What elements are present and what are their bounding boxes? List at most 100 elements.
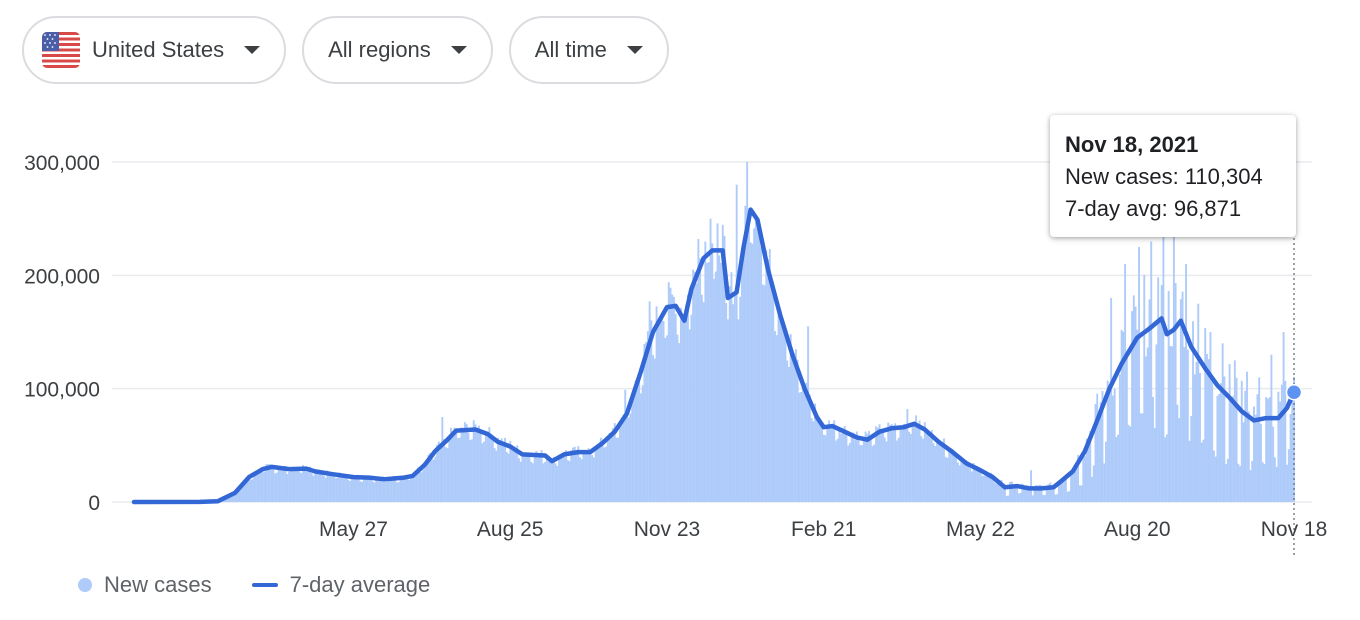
new-cases-bar [841,428,844,502]
region-dropdown[interactable]: All regions [302,16,493,84]
new-cases-bar [774,331,776,502]
new-cases-bar [707,262,710,502]
new-cases-bar [1233,360,1236,502]
new-cases-bar [915,415,918,502]
new-cases-bar [237,490,240,502]
new-cases-bar [1136,329,1139,502]
new-cases-bar [573,446,576,502]
new-cases-bar [392,476,395,502]
new-cases-bar [397,481,400,502]
new-cases-bar [524,454,527,502]
tooltip-average: 7-day avg: 96,871 [1065,196,1242,221]
new-cases-bar [1040,485,1043,502]
new-cases-bar [636,379,639,502]
new-cases-bar [848,443,851,502]
new-cases-bar [683,321,686,502]
new-cases-bar [1251,460,1254,502]
new-cases-bar [667,282,670,502]
new-cases-bar [460,427,463,502]
new-cases-bar [937,444,940,502]
new-cases-bar [584,452,587,502]
new-cases-bar [746,162,749,502]
new-cases-bar [354,477,357,502]
new-cases-bar [747,225,750,502]
new-cases-bar [1211,374,1214,502]
new-cases-bar [1003,486,1006,502]
new-cases-bar [554,463,557,502]
new-cases-bar [1035,484,1038,502]
new-cases-bar [1113,388,1116,502]
new-cases-bar [990,472,992,502]
new-cases-bar [1033,488,1036,502]
new-cases-bar [244,480,247,502]
new-cases-bar [1017,493,1020,502]
new-cases-bar [474,424,477,502]
new-cases-bar [1172,230,1175,502]
new-cases-bar [801,379,804,502]
x-tick-label: May 22 [946,518,1015,541]
new-cases-bar [939,444,942,502]
new-cases-bar [289,470,292,502]
new-cases-bar [382,476,385,502]
new-cases-bar [1230,396,1233,502]
new-cases-bar [836,438,839,502]
new-cases-bar [1096,393,1099,502]
new-cases-bar [751,243,754,502]
new-cases-bar [1178,418,1181,502]
new-cases-bar [1280,384,1283,502]
new-cases-bar [631,393,634,502]
country-dropdown[interactable]: United States [22,16,287,84]
new-cases-bar [1132,295,1135,502]
country-label: United States [92,37,225,62]
new-cases-bar [824,435,827,502]
new-cases-bar [1207,359,1210,502]
new-cases-bar [775,335,778,502]
new-cases-bar [578,457,581,502]
new-cases-bar [356,474,358,502]
new-cases-bar [700,294,703,502]
time-range-dropdown[interactable]: All time [508,16,669,84]
y-tick-label: 300,000 [24,152,100,175]
new-cases-bar [509,440,512,502]
new-cases-bar [387,479,390,502]
new-cases-bar [242,482,245,502]
new-cases-bar [936,443,938,502]
new-cases-bar [383,481,386,502]
new-cases-bar [420,472,423,502]
new-cases-bar [423,461,426,502]
new-cases-bar [230,494,233,502]
new-cases-bar [380,478,383,502]
new-cases-bar [1190,415,1193,502]
new-cases-bar [232,493,235,502]
new-cases-bar [542,463,545,502]
new-cases-bar [786,360,789,502]
tooltip-date: Nov 18, 2021 [1065,132,1199,157]
new-cases-bar [1225,464,1228,502]
new-cases-bar [845,432,848,502]
new-cases-bar [547,457,550,502]
new-cases-bar [916,426,919,502]
new-cases-bar [643,343,646,502]
new-cases-bar [1158,321,1161,502]
new-cases-bar [408,479,411,502]
new-cases-bar [448,440,451,502]
new-cases-bar [953,454,956,502]
new-cases-bar [556,466,559,502]
new-cases-bar [1124,264,1127,502]
x-tick-label: Aug 20 [1104,518,1171,541]
new-cases-bar [1104,441,1107,502]
new-cases-bar [296,469,299,502]
new-cases-bar [880,429,883,502]
new-cases-bar [932,443,935,502]
new-cases-bar [469,440,472,502]
new-cases-bar [523,452,526,502]
new-cases-bar [981,475,984,502]
new-cases-bar [486,437,489,502]
new-cases-bar [843,426,846,502]
new-cases-bar [1266,398,1269,502]
new-cases-bar [291,468,294,502]
hover-indicator [1285,238,1303,556]
new-cases-bar [255,470,257,502]
new-cases-bar [685,304,688,502]
